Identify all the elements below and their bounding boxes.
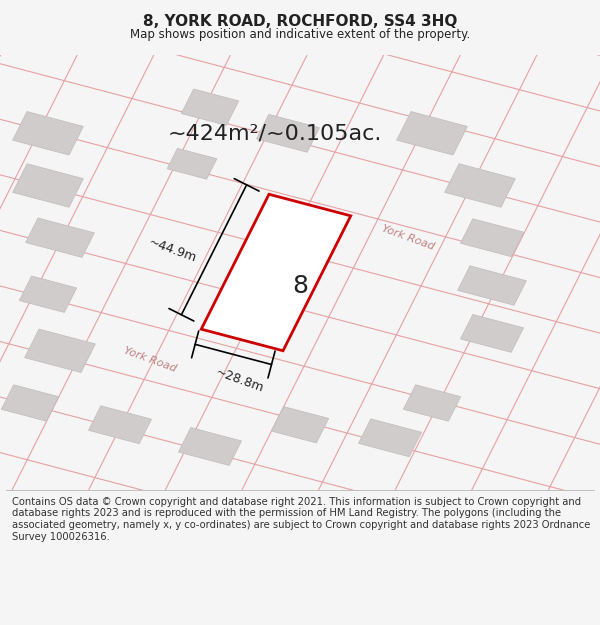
Text: ~44.9m: ~44.9m: [146, 235, 198, 264]
Polygon shape: [256, 114, 320, 152]
Polygon shape: [26, 218, 94, 258]
Text: 8, YORK ROAD, ROCHFORD, SS4 3HQ: 8, YORK ROAD, ROCHFORD, SS4 3HQ: [143, 14, 457, 29]
Polygon shape: [460, 314, 524, 352]
Polygon shape: [13, 111, 83, 155]
Polygon shape: [397, 111, 467, 155]
Text: 8: 8: [292, 274, 308, 298]
Text: York Road: York Road: [380, 224, 436, 252]
Text: Contains OS data © Crown copyright and database right 2021. This information is : Contains OS data © Crown copyright and d…: [12, 497, 590, 541]
Polygon shape: [25, 329, 95, 372]
Polygon shape: [19, 276, 77, 312]
Text: Map shows position and indicative extent of the property.: Map shows position and indicative extent…: [130, 28, 470, 41]
Polygon shape: [271, 406, 329, 443]
Polygon shape: [181, 89, 239, 126]
Polygon shape: [403, 385, 461, 421]
Polygon shape: [167, 148, 217, 179]
Polygon shape: [13, 164, 83, 208]
Polygon shape: [1, 385, 59, 421]
Polygon shape: [178, 428, 242, 466]
Polygon shape: [460, 219, 524, 257]
Polygon shape: [358, 419, 422, 457]
Text: ~28.8m: ~28.8m: [214, 366, 265, 395]
Polygon shape: [201, 194, 351, 351]
Polygon shape: [88, 406, 152, 444]
Text: ~424m²/~0.105ac.: ~424m²/~0.105ac.: [168, 123, 382, 143]
Polygon shape: [445, 164, 515, 208]
Text: York Road: York Road: [122, 346, 178, 374]
Polygon shape: [458, 266, 526, 305]
